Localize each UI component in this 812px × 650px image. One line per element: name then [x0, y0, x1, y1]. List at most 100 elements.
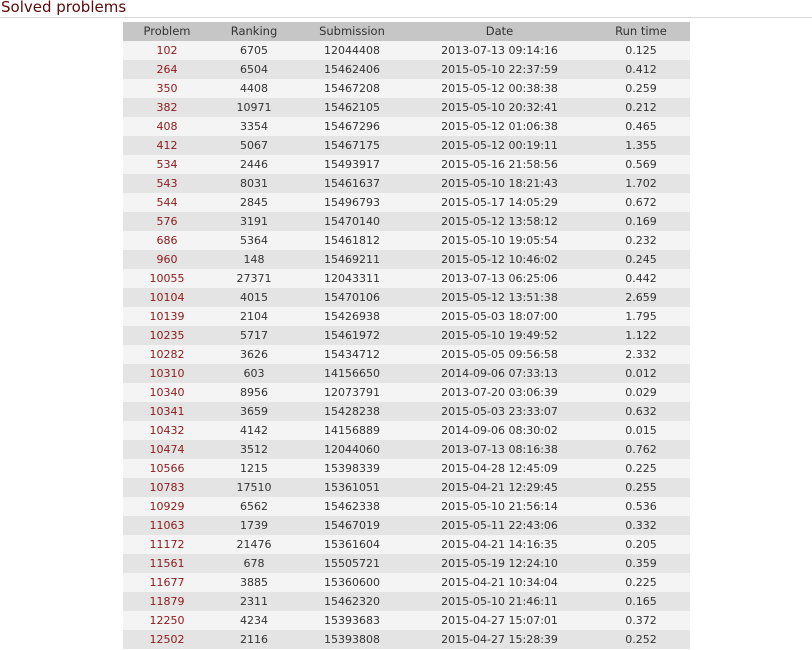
run-time-cell: 0.359 — [592, 554, 690, 573]
run-time-cell: 1.355 — [592, 136, 690, 155]
run-time-cell: 2.659 — [592, 288, 690, 307]
date-cell: 2015-05-12 13:51:38 — [407, 288, 592, 307]
date-cell: 2013-07-20 03:06:39 — [407, 383, 592, 402]
problem-link[interactable]: 382 — [156, 101, 178, 114]
submission-cell: 14156650 — [297, 364, 407, 383]
date-cell: 2015-05-12 10:46:02 — [407, 250, 592, 269]
problem-link[interactable]: 10139 — [149, 310, 185, 323]
problem-link[interactable]: 960 — [156, 253, 178, 266]
section-header: Solved problems — [0, 0, 812, 18]
submission-cell: 15361051 — [297, 478, 407, 497]
problem-link[interactable]: 10341 — [149, 405, 185, 418]
problem-link[interactable]: 264 — [156, 63, 178, 76]
date-cell: 2015-05-10 20:32:41 — [407, 98, 592, 117]
problem-link[interactable]: 10929 — [149, 500, 185, 513]
submission-cell: 15461812 — [297, 231, 407, 250]
problem-cell: 382 — [123, 98, 211, 117]
problem-cell: 576 — [123, 212, 211, 231]
ranking-cell: 8956 — [211, 383, 297, 402]
problem-link[interactable]: 10340 — [149, 386, 185, 399]
problem-link[interactable]: 10432 — [149, 424, 185, 437]
submission-cell: 15361604 — [297, 535, 407, 554]
problem-link[interactable]: 576 — [156, 215, 178, 228]
column-header-ranking[interactable]: Ranking — [211, 22, 297, 41]
date-cell: 2014-09-06 08:30:02 — [407, 421, 592, 440]
problem-link[interactable]: 102 — [156, 44, 178, 57]
table-row: 10432 4142 14156889 2014-09-06 08:30:02 0.01… — [123, 421, 690, 440]
ranking-cell: 5067 — [211, 136, 297, 155]
submission-cell: 15428238 — [297, 402, 407, 421]
problem-link[interactable]: 534 — [156, 158, 178, 171]
problem-link[interactable]: 686 — [156, 234, 178, 247]
problem-link[interactable]: 10566 — [149, 462, 185, 475]
submission-cell: 15462320 — [297, 592, 407, 611]
column-header-run-time[interactable]: Run time — [592, 22, 690, 41]
problem-link[interactable]: 544 — [156, 196, 178, 209]
submission-cell: 15426938 — [297, 307, 407, 326]
problem-link[interactable]: 10310 — [149, 367, 185, 380]
table-row: 12250 4234 15393683 2015-04-27 15:07:01 0.37… — [123, 611, 690, 630]
problem-link[interactable]: 11063 — [149, 519, 185, 532]
run-time-cell: 0.015 — [592, 421, 690, 440]
problem-link[interactable]: 543 — [156, 177, 178, 190]
column-header-problem[interactable]: Problem — [123, 22, 211, 41]
table-row: 534 2446 15493917 2015-05-16 21:58:56 0.569 — [123, 155, 690, 174]
ranking-cell: 3885 — [211, 573, 297, 592]
problem-link[interactable]: 11879 — [149, 595, 185, 608]
problem-cell: 412 — [123, 136, 211, 155]
date-cell: 2015-04-21 14:16:35 — [407, 535, 592, 554]
table-row: 11063 1739 15467019 2015-05-11 22:43:06 0.33… — [123, 516, 690, 535]
problem-cell: 10432 — [123, 421, 211, 440]
problem-link[interactable]: 10282 — [149, 348, 185, 361]
problem-cell: 10310 — [123, 364, 211, 383]
ranking-cell: 1215 — [211, 459, 297, 478]
problem-link[interactable]: 12502 — [149, 633, 185, 646]
ranking-cell: 603 — [211, 364, 297, 383]
problem-link[interactable]: 11172 — [149, 538, 185, 551]
problem-link[interactable]: 10474 — [149, 443, 185, 456]
ranking-cell: 10971 — [211, 98, 297, 117]
problem-link[interactable]: 10104 — [149, 291, 185, 304]
run-time-cell: 0.412 — [592, 60, 690, 79]
problem-link[interactable]: 10235 — [149, 329, 185, 342]
problem-link[interactable]: 350 — [156, 82, 178, 95]
run-time-cell: 1.122 — [592, 326, 690, 345]
problem-link[interactable]: 10783 — [149, 481, 185, 494]
run-time-cell: 0.165 — [592, 592, 690, 611]
ranking-cell: 3191 — [211, 212, 297, 231]
problem-cell: 11879 — [123, 592, 211, 611]
table-row: 10929 6562 15462338 2015-05-10 21:56:14 0.53… — [123, 497, 690, 516]
date-cell: 2015-05-05 09:56:58 — [407, 345, 592, 364]
date-cell: 2015-04-27 15:07:01 — [407, 611, 592, 630]
problem-link[interactable]: 11677 — [149, 576, 185, 589]
table-header-row: Problem Ranking Submission Date Run time — [123, 22, 690, 41]
problem-link[interactable]: 10055 — [149, 272, 185, 285]
date-cell: 2015-05-03 18:07:00 — [407, 307, 592, 326]
run-time-cell: 0.536 — [592, 497, 690, 516]
problem-link[interactable]: 408 — [156, 120, 178, 133]
problem-cell: 350 — [123, 79, 211, 98]
problem-link[interactable]: 11561 — [149, 557, 185, 570]
table-row: 686 5364 15461812 2015-05-10 19:05:54 0.232 — [123, 231, 690, 250]
run-time-cell: 0.169 — [592, 212, 690, 231]
column-header-date[interactable]: Date — [407, 22, 592, 41]
solved-problems-table: Problem Ranking Submission Date Run time… — [123, 22, 690, 649]
ranking-cell: 2311 — [211, 592, 297, 611]
problem-link[interactable]: 412 — [156, 139, 178, 152]
problem-cell: 534 — [123, 155, 211, 174]
table-row: 544 2845 15496793 2015-05-17 14:05:29 0.672 — [123, 193, 690, 212]
table-row: 960 148 15469211 2015-05-12 10:46:02 0.245 — [123, 250, 690, 269]
submission-cell: 15467019 — [297, 516, 407, 535]
column-header-submission[interactable]: Submission — [297, 22, 407, 41]
run-time-cell: 0.672 — [592, 193, 690, 212]
problem-link[interactable]: 12250 — [149, 614, 185, 627]
run-time-cell: 0.225 — [592, 459, 690, 478]
problem-cell: 686 — [123, 231, 211, 250]
date-cell: 2015-05-19 12:24:10 — [407, 554, 592, 573]
submission-cell: 15398339 — [297, 459, 407, 478]
submission-cell: 15469211 — [297, 250, 407, 269]
submission-cell: 15461972 — [297, 326, 407, 345]
problem-cell: 12502 — [123, 630, 211, 649]
date-cell: 2013-07-13 09:14:16 — [407, 41, 592, 60]
submission-cell: 15462406 — [297, 60, 407, 79]
